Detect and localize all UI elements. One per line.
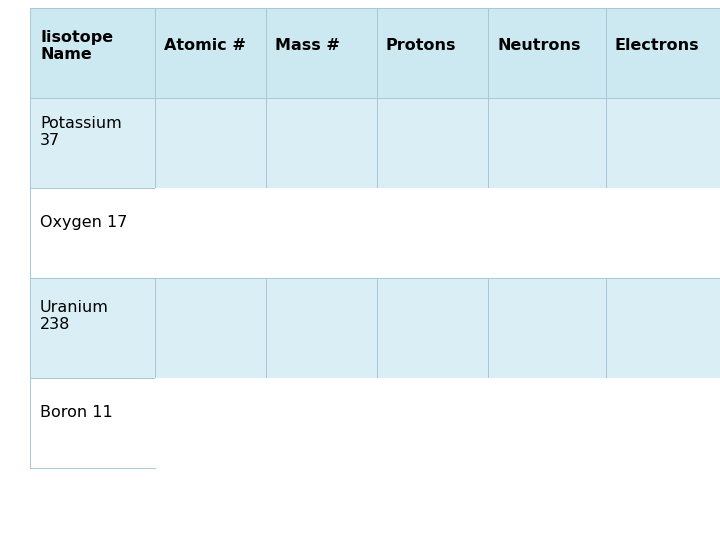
Text: Neutrons: Neutrons — [497, 38, 580, 53]
Bar — [487, 378, 606, 468]
Bar — [606, 278, 720, 378]
Bar — [377, 188, 487, 278]
Text: Protons: Protons — [386, 38, 456, 53]
Bar — [606, 98, 720, 188]
Bar — [487, 278, 606, 378]
Bar — [487, 98, 606, 188]
Bar — [377, 278, 487, 378]
Bar — [377, 8, 487, 98]
Bar — [606, 8, 720, 98]
Text: Electrons: Electrons — [615, 38, 699, 53]
Text: Atomic #: Atomic # — [164, 38, 246, 53]
Bar — [30, 98, 155, 188]
Bar — [266, 8, 377, 98]
Bar — [155, 188, 266, 278]
Bar — [30, 278, 155, 378]
Bar — [606, 378, 720, 468]
Text: Oxygen 17: Oxygen 17 — [40, 215, 127, 230]
Text: Uranium
238: Uranium 238 — [40, 300, 109, 332]
Bar — [266, 278, 377, 378]
Bar — [155, 278, 266, 378]
Bar — [606, 188, 720, 278]
Bar — [30, 188, 155, 278]
Bar — [377, 98, 487, 188]
Text: Boron 11: Boron 11 — [40, 404, 113, 420]
Bar — [487, 188, 606, 278]
Bar — [266, 378, 377, 468]
Bar — [30, 8, 155, 98]
Bar — [487, 8, 606, 98]
Bar — [155, 8, 266, 98]
Bar — [155, 98, 266, 188]
Bar — [266, 98, 377, 188]
Text: Mass #: Mass # — [275, 38, 340, 53]
Text: Iisotope
Name: Iisotope Name — [40, 30, 113, 62]
Bar — [266, 188, 377, 278]
Bar — [155, 378, 266, 468]
Bar — [377, 378, 487, 468]
Text: Potassium
37: Potassium 37 — [40, 116, 122, 148]
Bar — [30, 378, 155, 468]
